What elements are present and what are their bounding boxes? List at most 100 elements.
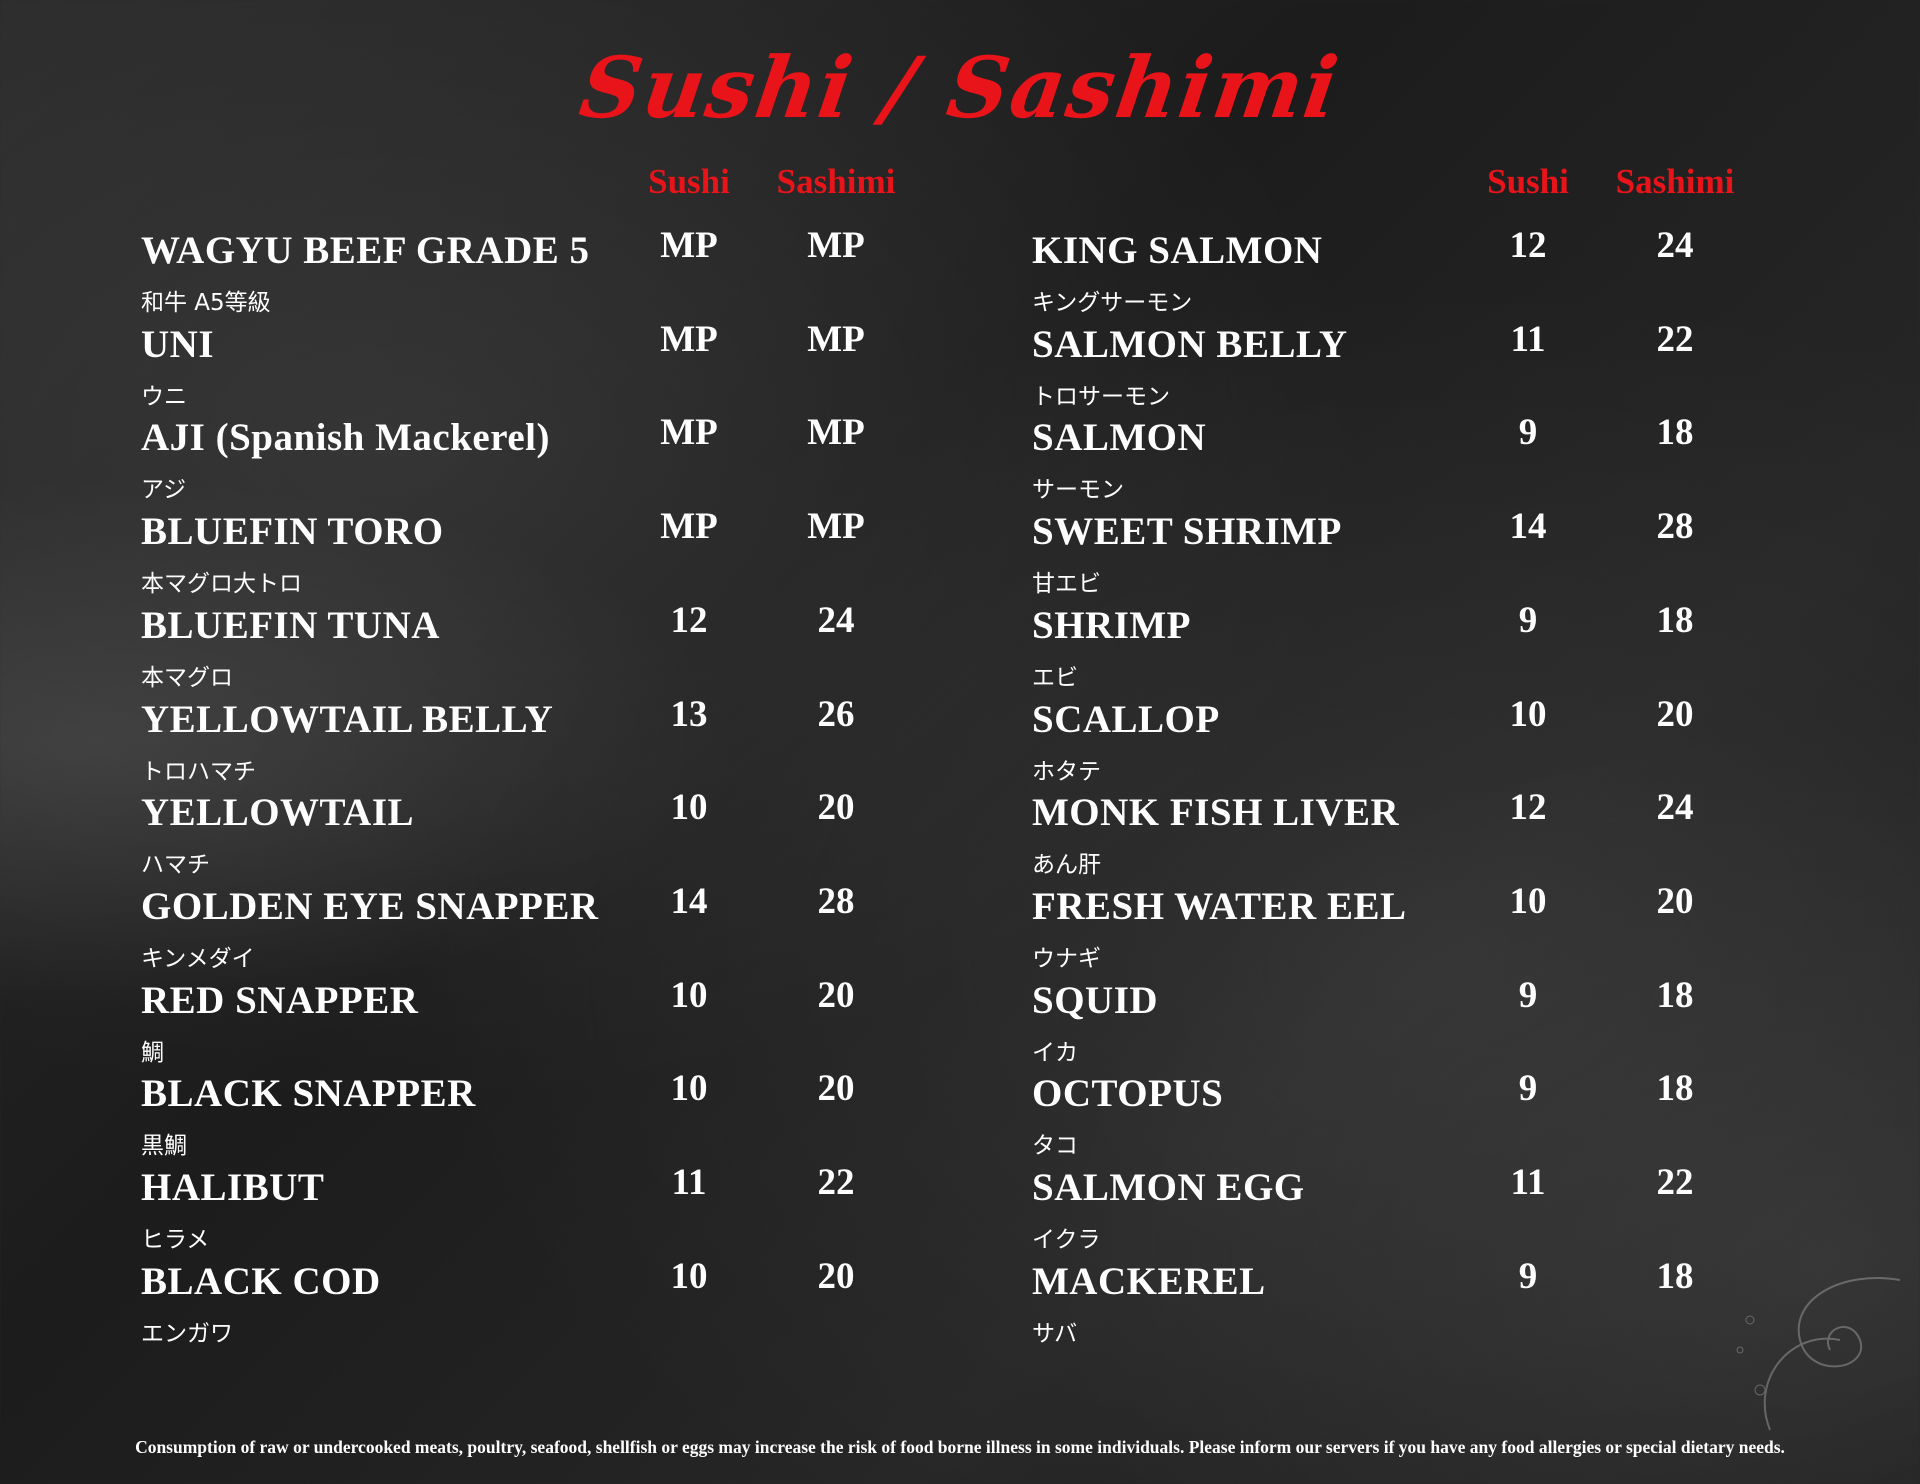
sashimi-price: 18 bbox=[1656, 1255, 1694, 1297]
item-japanese-name: キングサーモン bbox=[1032, 290, 1193, 316]
item-name: GOLDEN EYE SNAPPER bbox=[141, 884, 599, 928]
item-name: SALMON bbox=[1032, 416, 1207, 460]
sashimi-price: 18 bbox=[1656, 974, 1694, 1016]
item-japanese-name: イクラ bbox=[1032, 1227, 1101, 1253]
item-japanese-name: 鯛 bbox=[141, 1039, 164, 1066]
item-name: SALMON EGG bbox=[1032, 1166, 1305, 1209]
sashimi-price: 24 bbox=[1656, 225, 1694, 266]
sashimi-price: MP bbox=[807, 225, 865, 266]
item-name: OCTOPUS bbox=[1032, 1072, 1224, 1116]
sushi-price: 10 bbox=[670, 1255, 708, 1297]
sashimi-price: 18 bbox=[1656, 412, 1694, 454]
item-japanese-name: 黒鯛 bbox=[141, 1133, 187, 1160]
sushi-price: 9 bbox=[1518, 1255, 1538, 1297]
item-japanese-name: 甘エビ bbox=[1032, 571, 1101, 598]
sushi-price: 12 bbox=[670, 599, 708, 641]
sushi-price: 11 bbox=[1510, 1162, 1546, 1203]
item-name: SQUID bbox=[1032, 978, 1159, 1022]
sashimi-price: 22 bbox=[1656, 1162, 1694, 1203]
item-japanese-name: エンガワ bbox=[141, 1320, 233, 1347]
sushi-price: 10 bbox=[1509, 880, 1547, 922]
item-japanese-name: ウナギ bbox=[1032, 945, 1101, 972]
item-name: SCALLOP bbox=[1032, 697, 1220, 741]
item-japanese-name: ハマチ bbox=[141, 852, 210, 879]
item-japanese-name: 本マグロ大トロ bbox=[141, 571, 302, 598]
item-name: SALMON BELLY bbox=[1032, 322, 1348, 366]
item-japanese-name: アジ bbox=[141, 477, 187, 504]
item-japanese-name: サーモン bbox=[1032, 477, 1124, 504]
sashimi-price: 20 bbox=[817, 974, 855, 1016]
sushi-price: MP bbox=[660, 506, 718, 548]
item-japanese-name: イカ bbox=[1032, 1039, 1078, 1066]
sushi-price: 13 bbox=[670, 693, 708, 735]
item-name: YELLOWTAIL bbox=[141, 791, 415, 835]
sushi-price: 12 bbox=[1509, 225, 1547, 266]
sushi-price: 10 bbox=[1509, 693, 1547, 735]
sushi-price: 14 bbox=[1509, 506, 1547, 548]
sashimi-price: 20 bbox=[1656, 693, 1694, 735]
sushi-price: 10 bbox=[670, 787, 708, 829]
sushi-price: 12 bbox=[1509, 787, 1547, 829]
item-japanese-name: タコ bbox=[1032, 1133, 1078, 1160]
sashimi-price: 20 bbox=[817, 787, 855, 829]
sashimi-price: 18 bbox=[1656, 599, 1694, 641]
item-name: AJI (Spanish Mackerel) bbox=[141, 416, 550, 460]
item-name: MACKEREL bbox=[1032, 1259, 1266, 1303]
sushi-price: 9 bbox=[1518, 599, 1538, 641]
item-name: FRESH WATER EEL bbox=[1032, 884, 1407, 928]
sashimi-price: 28 bbox=[1656, 506, 1694, 548]
item-name: WAGYU BEEF GRADE 5 bbox=[141, 229, 590, 272]
sashimi-price: 26 bbox=[817, 693, 855, 735]
sushi-price: 9 bbox=[1518, 1068, 1538, 1110]
sashimi-price: MP bbox=[807, 506, 865, 548]
sushi-price: 9 bbox=[1518, 412, 1538, 454]
sashimi-price: 28 bbox=[817, 880, 855, 922]
sashimi-price: 20 bbox=[1656, 880, 1694, 922]
item-japanese-name: 本マグロ bbox=[141, 664, 233, 691]
menu-title: Sushi / Sashimi bbox=[574, 38, 1346, 137]
item-japanese-name: あん肝 bbox=[1032, 852, 1101, 879]
item-name: RED SNAPPER bbox=[141, 978, 419, 1022]
right-sashimi-header: Sashimi bbox=[1615, 162, 1735, 201]
sashimi-price: 20 bbox=[817, 1255, 855, 1297]
sashimi-price: 18 bbox=[1656, 1068, 1694, 1110]
item-name: BLUEFIN TORO bbox=[141, 510, 444, 554]
sashimi-price: 20 bbox=[817, 1068, 855, 1110]
item-name: SWEET SHRIMP bbox=[1032, 510, 1342, 554]
item-japanese-name: ヒラメ bbox=[141, 1227, 210, 1253]
sashimi-price: 24 bbox=[817, 599, 855, 641]
item-name: YELLOWTAIL BELLY bbox=[141, 697, 554, 741]
item-japanese-name: キンメダイ bbox=[141, 945, 255, 972]
sashimi-price: MP bbox=[807, 412, 865, 454]
item-name: BLACK SNAPPER bbox=[141, 1072, 476, 1116]
item-japanese-name: サバ bbox=[1032, 1320, 1078, 1347]
sushi-price: 14 bbox=[670, 880, 708, 922]
item-name: BLACK COD bbox=[141, 1259, 381, 1303]
sushi-price: 11 bbox=[671, 1162, 707, 1203]
wave-decoration-icon bbox=[1736, 1277, 1901, 1431]
right-sushi-header: Sushi bbox=[1487, 162, 1569, 201]
item-name: MONK FISH LIVER bbox=[1032, 791, 1400, 835]
sushi-price: MP bbox=[660, 318, 718, 360]
sashimi-price: 24 bbox=[1656, 787, 1694, 829]
sushi-price: MP bbox=[660, 412, 718, 454]
sushi-price: 11 bbox=[1510, 318, 1546, 360]
item-name: KING SALMON bbox=[1032, 229, 1323, 272]
item-japanese-name: ホタテ bbox=[1032, 758, 1101, 785]
left-sashimi-header: Sashimi bbox=[776, 162, 896, 201]
sushi-price: 10 bbox=[670, 974, 708, 1016]
sushi-price: 9 bbox=[1518, 974, 1538, 1016]
item-name: SHRIMP bbox=[1032, 603, 1191, 647]
item-japanese-name: トロサーモン bbox=[1032, 383, 1170, 410]
sushi-price: MP bbox=[660, 225, 718, 266]
sashimi-price: 22 bbox=[817, 1162, 855, 1203]
item-japanese-name: エビ bbox=[1032, 664, 1078, 691]
food-safety-disclaimer: Consumption of raw or undercooked meats,… bbox=[135, 1437, 1785, 1457]
item-name: UNI bbox=[141, 322, 215, 366]
sashimi-price: 22 bbox=[1656, 318, 1694, 360]
item-japanese-name: ウニ bbox=[141, 383, 187, 410]
item-japanese-name: トロハマチ bbox=[141, 758, 256, 785]
left-sushi-header: Sushi bbox=[648, 162, 730, 201]
sashimi-price: MP bbox=[807, 318, 865, 360]
sushi-price: 10 bbox=[670, 1068, 708, 1110]
